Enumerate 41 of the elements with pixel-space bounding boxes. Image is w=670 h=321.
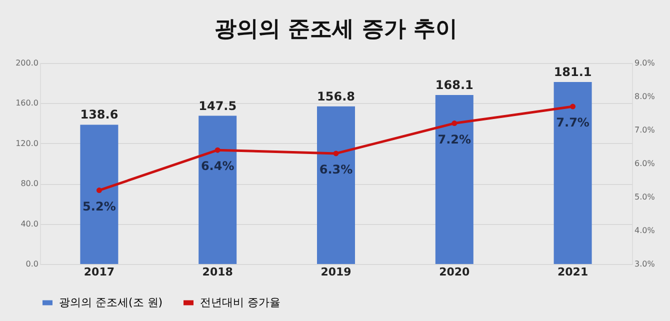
point: [333, 150, 339, 156]
y2-tick-label: 7.0%: [634, 126, 656, 134]
legend-label: 광의의 준조세(조 원): [59, 296, 163, 309]
data-label: 181.1: [554, 64, 592, 79]
y-tick-label: 40.0: [20, 219, 38, 228]
y2-tick-label: 8.0%: [634, 92, 656, 101]
x-tick-label: 2019: [320, 266, 352, 278]
bar: [80, 124, 118, 264]
data-label: 7.7%: [556, 116, 590, 130]
point: [96, 188, 102, 194]
chart-title: 광의의 준조세 증가 추이: [214, 17, 458, 42]
legend-label: 전년대비 증가율: [200, 296, 280, 309]
y-tick-label: 0.0: [26, 260, 38, 268]
x-tick-label: 2018: [202, 266, 233, 278]
y-tick-label: 80.0: [20, 179, 38, 188]
bar: [554, 82, 592, 264]
data-label: 138.6: [80, 108, 118, 122]
bar: [317, 106, 355, 264]
y2-tick-label: 3.0%: [634, 260, 656, 268]
y2-tick-label: 5.0%: [634, 192, 656, 202]
x-tick-label: 2017: [84, 266, 115, 278]
y-tick-label: 120.0: [16, 138, 38, 148]
bar: [198, 116, 237, 264]
point: [452, 120, 458, 126]
y2-tick-label: 9.0%: [634, 58, 656, 68]
point: [214, 147, 220, 153]
data-label: 6.3%: [319, 162, 353, 176]
x-tick-label: 2020: [439, 266, 470, 278]
data-label: 168.1: [435, 78, 474, 92]
data-label: 7.2%: [438, 132, 472, 146]
y-tick-label: 200.0: [16, 58, 38, 68]
y2-tick-label: 4.0%: [634, 226, 656, 235]
data-label: 147.5: [198, 98, 237, 113]
data-label: 156.8: [317, 89, 355, 104]
bar: [435, 95, 474, 264]
data-label: 6.4%: [200, 159, 234, 174]
data-label: 5.2%: [82, 199, 116, 214]
point: [570, 104, 576, 110]
y2-tick-label: 6.0%: [634, 159, 656, 168]
y-tick-label: 160.0: [16, 98, 38, 108]
x-tick-label: 2021: [557, 266, 588, 278]
